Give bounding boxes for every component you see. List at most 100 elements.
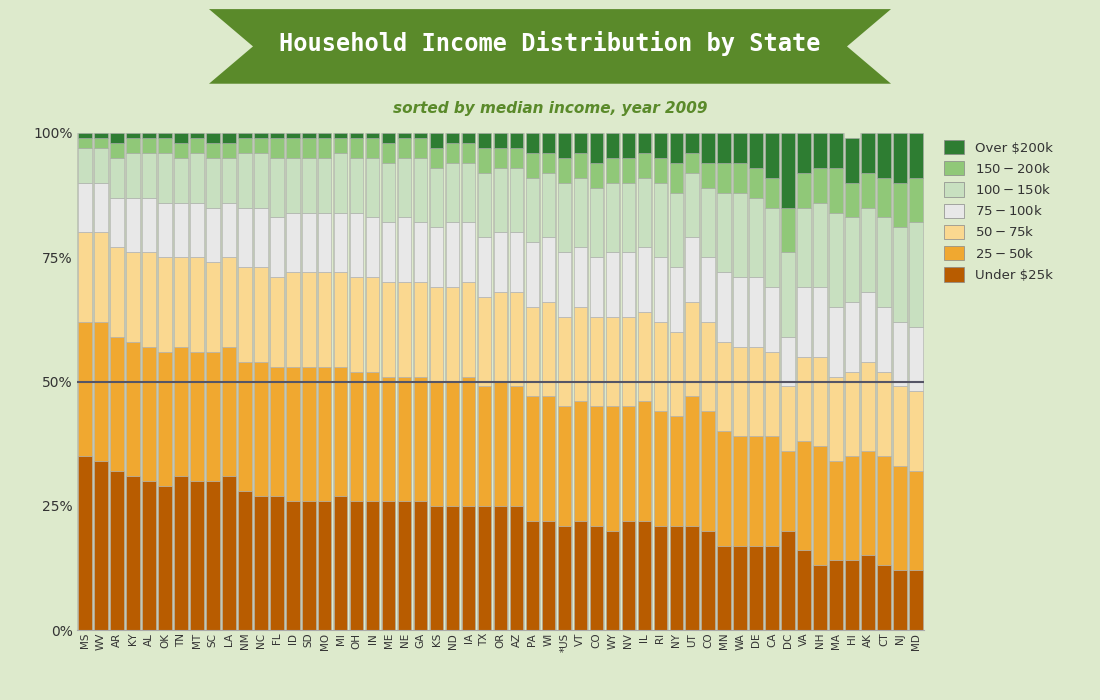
Bar (301, 133, 316, 138)
Bar (766, 545, 779, 630)
Bar (813, 357, 827, 446)
Bar (95, 148, 108, 183)
Bar (142, 252, 156, 346)
Bar (878, 566, 891, 630)
Bar (621, 317, 635, 406)
Bar (717, 272, 732, 342)
Bar (702, 322, 715, 412)
Bar (558, 252, 571, 317)
Bar (509, 386, 524, 505)
Bar (781, 207, 795, 252)
Bar (829, 168, 843, 213)
Bar (254, 362, 267, 496)
Bar (573, 247, 587, 307)
Bar (893, 228, 906, 322)
Bar (446, 133, 460, 143)
Bar (702, 258, 715, 322)
Bar (350, 133, 363, 138)
Bar (910, 133, 923, 178)
Bar (206, 133, 220, 143)
Bar (670, 332, 683, 416)
Bar (286, 138, 299, 158)
Bar (781, 386, 795, 451)
Bar (238, 153, 252, 207)
Bar (749, 197, 763, 277)
Bar (334, 496, 348, 630)
Bar (334, 367, 348, 496)
Bar (190, 133, 204, 138)
Bar (494, 505, 507, 630)
Bar (95, 461, 108, 630)
Bar (382, 223, 395, 282)
Bar (861, 556, 875, 630)
Bar (526, 153, 539, 178)
Bar (590, 526, 603, 630)
Bar (158, 138, 172, 153)
Bar (494, 382, 507, 505)
Bar (446, 505, 460, 630)
Bar (126, 153, 140, 197)
Bar (366, 138, 379, 158)
Bar (158, 153, 172, 202)
Bar (910, 570, 923, 630)
Bar (558, 133, 571, 158)
Bar (621, 133, 635, 158)
Bar (334, 213, 348, 272)
Bar (366, 133, 379, 138)
Bar (749, 277, 763, 346)
Bar (254, 267, 267, 362)
Bar (430, 133, 443, 148)
Bar (813, 168, 827, 202)
Bar (829, 377, 843, 461)
Bar (430, 168, 443, 228)
Bar (541, 237, 556, 302)
Bar (749, 168, 763, 197)
Bar (110, 247, 123, 337)
Bar (206, 481, 220, 630)
Bar (878, 218, 891, 307)
Bar (606, 133, 619, 158)
Bar (462, 505, 475, 630)
Bar (477, 133, 492, 148)
Bar (95, 322, 108, 461)
Bar (526, 133, 539, 153)
Bar (477, 386, 492, 505)
Bar (653, 158, 667, 183)
Bar (558, 526, 571, 630)
Bar (638, 312, 651, 401)
Bar (301, 272, 316, 367)
Bar (254, 496, 267, 630)
Polygon shape (209, 9, 891, 84)
Bar (446, 163, 460, 223)
Bar (621, 521, 635, 630)
Bar (430, 505, 443, 630)
Bar (685, 133, 700, 153)
Bar (238, 207, 252, 267)
Bar (829, 461, 843, 561)
Bar (222, 476, 235, 630)
Bar (110, 471, 123, 630)
Bar (350, 213, 363, 277)
Bar (573, 521, 587, 630)
Bar (158, 258, 172, 351)
Bar (621, 252, 635, 317)
Bar (158, 486, 172, 630)
Bar (174, 202, 188, 258)
Bar (798, 207, 811, 287)
Bar (541, 521, 556, 630)
Bar (254, 138, 267, 153)
Bar (318, 272, 331, 367)
Bar (414, 133, 428, 138)
Bar (350, 372, 363, 500)
Bar (206, 143, 220, 158)
Bar (366, 277, 379, 372)
Bar (702, 412, 715, 531)
Bar (845, 183, 859, 218)
Bar (446, 287, 460, 382)
Bar (781, 337, 795, 386)
Bar (717, 342, 732, 431)
Bar (110, 197, 123, 247)
Bar (573, 133, 587, 153)
Bar (110, 337, 123, 471)
Bar (590, 258, 603, 317)
